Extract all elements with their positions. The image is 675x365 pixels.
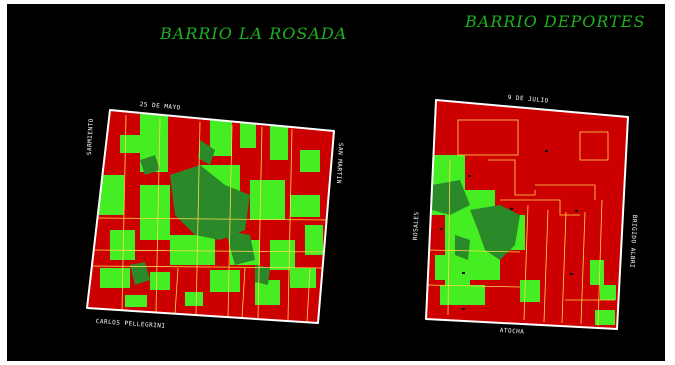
- map-deportes: [426, 100, 628, 329]
- title-barrio-deportes: BARRIO DEPORTES: [465, 12, 646, 31]
- wooded-areas: [432, 180, 520, 260]
- parcel-lines: [427, 119, 615, 327]
- parcel-lines: [89, 114, 331, 323]
- map-rosada: [87, 110, 334, 323]
- building-marks: [440, 150, 578, 310]
- street-label-left-deportes: ROSALES: [412, 211, 421, 241]
- title-barrio-la-rosada: BARRIO LA ROSADA: [160, 24, 348, 43]
- boundary-rosada: [86, 109, 335, 324]
- boundary-deportes: [425, 99, 629, 330]
